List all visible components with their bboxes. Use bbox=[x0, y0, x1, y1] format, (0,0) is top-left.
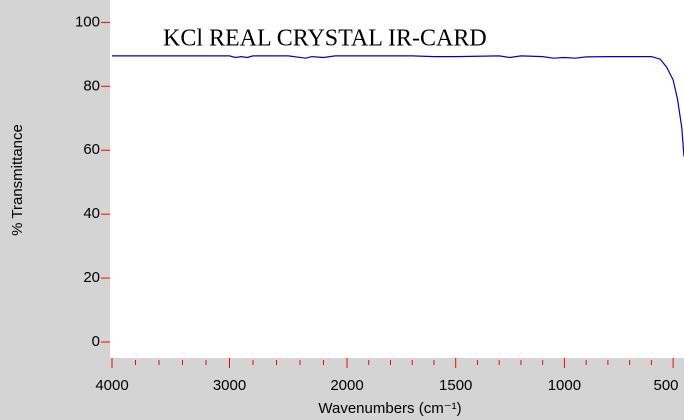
y-tick-label: 80 bbox=[83, 77, 100, 94]
y-tick-label: 40 bbox=[83, 205, 100, 222]
spectrum-line bbox=[112, 55, 684, 157]
y-tick-label: 0 bbox=[92, 333, 100, 350]
y-tick-label: 100 bbox=[75, 13, 100, 30]
plot-area bbox=[110, 0, 684, 358]
y-tick-label: 60 bbox=[83, 141, 100, 158]
x-tick-label: 4000 bbox=[95, 377, 128, 394]
x-tick-label: 3000 bbox=[213, 377, 246, 394]
x-axis-label: Wavenumbers (cm⁻¹) bbox=[318, 400, 461, 417]
y-axis-label: % Transmittance bbox=[9, 124, 26, 236]
y-tick-label: 20 bbox=[83, 269, 100, 286]
x-tick-label: 1500 bbox=[439, 377, 472, 394]
x-tick-label: 1000 bbox=[548, 377, 581, 394]
chart-title: KCl REAL CRYSTAL IR-CARD bbox=[163, 26, 487, 52]
x-tick-label: 2000 bbox=[330, 377, 363, 394]
x-tick-label: 500 bbox=[653, 377, 678, 394]
